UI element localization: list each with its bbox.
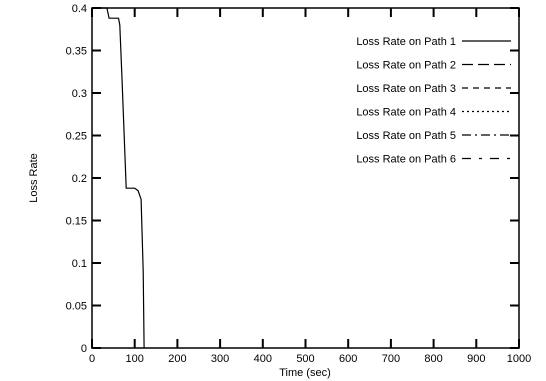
legend-label-path-3: Loss Rate on Path 3	[356, 83, 456, 95]
y-tick-label: 0.05	[66, 301, 87, 313]
legend-label-path-1: Loss Rate on Path 1	[356, 36, 456, 48]
x-tick-label: 1000	[507, 353, 531, 365]
x-tick-label: 500	[296, 353, 314, 365]
x-tick-label: 300	[211, 353, 229, 365]
legend: Loss Rate on Path 1 Loss Rate on Path 2 Lo…	[356, 36, 511, 166]
y-tick-label: 0.35	[66, 46, 87, 58]
y-axis: 0 0.05 0.1 0.15 0.2 0.25 0.3 0.35 0.4	[66, 3, 519, 355]
x-tick-label: 600	[339, 353, 357, 365]
x-tick-label: 400	[254, 353, 272, 365]
x-axis-label: Time (sec)	[279, 367, 331, 379]
x-tick-label: 800	[424, 353, 442, 365]
x-tick-label: 700	[382, 353, 400, 365]
y-tick-label: 0.3	[72, 88, 87, 100]
y-axis-label: Loss Rate	[28, 153, 40, 203]
y-tick-label: 0	[81, 343, 87, 355]
y-tick-label: 0.4	[72, 3, 87, 15]
legend-label-path-2: Loss Rate on Path 2	[356, 60, 456, 72]
y-tick-label: 0.15	[66, 216, 87, 228]
x-tick-label: 100	[126, 353, 144, 365]
x-axis: 0 100 200 300 400 500 600 700 800 900 1000	[89, 8, 531, 365]
y-tick-label: 0.2	[72, 173, 87, 185]
y-tick-label: 0.1	[72, 258, 87, 270]
x-tick-label: 0	[89, 353, 95, 365]
series-lines	[92, 7, 145, 349]
series-line-path-1	[92, 7, 145, 349]
x-tick-label: 900	[467, 353, 485, 365]
legend-label-path-5: Loss Rate on Path 5	[356, 130, 456, 142]
x-tick-label: 200	[168, 353, 186, 365]
legend-label-path-4: Loss Rate on Path 4	[356, 107, 456, 119]
legend-label-path-6: Loss Rate on Path 6	[356, 154, 456, 166]
y-tick-label: 0.25	[66, 131, 87, 143]
